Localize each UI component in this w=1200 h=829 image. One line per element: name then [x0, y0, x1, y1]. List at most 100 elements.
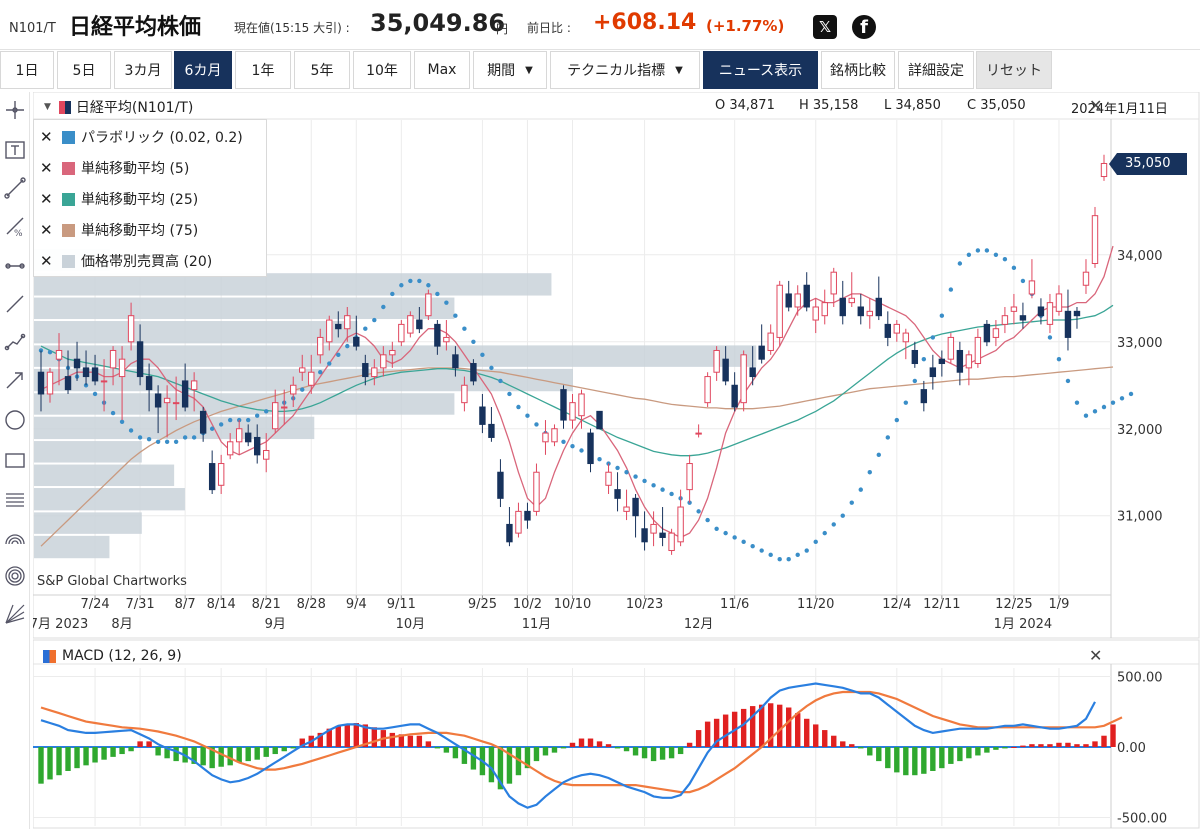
crosshair-icon[interactable]: [3, 98, 27, 122]
period-button-6m[interactable]: 6カ月: [174, 51, 232, 89]
parabolic-dot: [840, 513, 845, 518]
x-tick-label: 11/20: [797, 597, 834, 612]
close-icon[interactable]: ✕: [40, 128, 53, 146]
parabolic-dot: [1011, 265, 1017, 271]
close-icon[interactable]: ✕: [40, 221, 53, 239]
parabolic-dot: [912, 378, 918, 384]
candle-up: [344, 315, 351, 330]
month-label: 10月: [396, 617, 426, 632]
price-panel-title: ▼ 日経平均(N101/T): [44, 97, 193, 117]
parabolic-dot: [759, 548, 764, 553]
macd-histogram-bar-positive: [146, 741, 152, 747]
macd-histogram-bar-negative: [885, 747, 891, 769]
facebook-icon[interactable]: f: [852, 15, 876, 39]
month-label: 8月: [111, 617, 132, 632]
percent-line-icon[interactable]: %: [3, 214, 27, 238]
macd-histogram-bar-negative: [939, 747, 945, 769]
macd-histogram-bar-positive: [425, 741, 432, 747]
parabolic-dot: [948, 287, 954, 292]
text-tool-icon[interactable]: [3, 138, 27, 162]
macd-histogram-bar-negative: [623, 747, 630, 752]
period-button-1y[interactable]: 1年: [235, 51, 291, 89]
close-icon[interactable]: ✕: [40, 159, 53, 177]
close-icon[interactable]: ✕: [40, 252, 53, 270]
parabolic-dot: [624, 470, 629, 475]
rectangle-icon[interactable]: [3, 448, 27, 472]
detail-settings-button[interactable]: 詳細設定: [898, 51, 974, 89]
gann-icon[interactable]: [3, 602, 27, 626]
legend-label: パラボリック (0.02, 0.2): [81, 130, 243, 146]
macd-histogram-bar-positive: [578, 738, 585, 747]
parabolic-dot: [363, 326, 368, 331]
date-readout: 2024年1月11日: [1071, 102, 1168, 117]
parabolic-dot: [1074, 400, 1080, 405]
close-icon[interactable]: ✕: [1089, 96, 1103, 115]
circle-icon[interactable]: [3, 408, 27, 432]
period-button-max[interactable]: Max: [414, 51, 470, 89]
technical-menu[interactable]: テクニカル指標 ▼: [550, 51, 700, 89]
line-tool-icon[interactable]: [3, 176, 27, 200]
candle-down: [758, 345, 765, 360]
parabolic-dot: [894, 417, 900, 423]
period-button-1d[interactable]: 1日: [0, 51, 54, 89]
macd-histogram-bar-negative: [948, 747, 954, 764]
macd-histogram-bar-positive: [326, 728, 332, 747]
candle-down: [434, 323, 441, 347]
macd-histogram-bar-positive: [840, 741, 846, 747]
macd-histogram-bar-positive: [569, 742, 576, 747]
price-unit: 円: [496, 22, 509, 36]
candle-up: [902, 332, 910, 343]
news-toggle-button[interactable]: ニュース表示: [703, 51, 818, 89]
parabolic-dot: [786, 557, 791, 562]
spiral-icon[interactable]: [3, 564, 27, 588]
parabolic-dot: [867, 470, 872, 475]
parabolic-dot: [1092, 409, 1098, 414]
parabolic-dot: [1056, 356, 1062, 362]
period-button-5y[interactable]: 5年: [294, 51, 350, 89]
close-icon[interactable]: ✕: [40, 190, 53, 208]
trend-line-icon[interactable]: [3, 292, 27, 316]
macd-histogram-bar-negative: [38, 747, 44, 784]
period-button-3m[interactable]: 3カ月: [114, 51, 172, 89]
macd-histogram-bar-positive: [398, 734, 405, 747]
arc-icon[interactable]: [3, 526, 27, 550]
candle-down: [181, 380, 189, 408]
macd-histogram-bar-negative: [506, 747, 513, 784]
period-menu[interactable]: 期間 ▼: [473, 51, 547, 89]
period-button-5d[interactable]: 5日: [57, 51, 111, 89]
volume-profile-bar: [34, 512, 142, 534]
candle-up: [947, 336, 955, 360]
reset-button[interactable]: リセット: [976, 51, 1052, 89]
legend-swatch: [62, 223, 75, 237]
macd-histogram-bar-negative: [155, 747, 161, 756]
period-button-10y[interactable]: 10年: [353, 51, 411, 89]
candle-up: [1055, 293, 1063, 312]
compare-button[interactable]: 銘柄比較: [821, 51, 895, 89]
candle-down: [938, 358, 946, 365]
parabolic-dot: [182, 435, 188, 440]
close-icon[interactable]: ✕: [1089, 646, 1103, 665]
channel-icon[interactable]: [3, 330, 27, 354]
macd-y-tick-label: 0.00: [1117, 741, 1146, 756]
collapse-triangle-icon[interactable]: ▼: [44, 102, 51, 112]
candle-up: [118, 358, 126, 378]
volume-profile-bar: [34, 321, 358, 344]
parabolic-dot: [92, 391, 98, 397]
macd-histogram-bar-positive: [713, 718, 720, 747]
macd-histogram-bar-positive: [1029, 744, 1035, 747]
macd-histogram-bar-negative: [47, 747, 53, 780]
candle-up: [812, 306, 819, 321]
parabolic-dot: [471, 339, 476, 344]
parabolic-dot: [1119, 396, 1125, 401]
arrow-line-icon[interactable]: [3, 368, 27, 392]
macd-histogram-bar-negative: [164, 747, 170, 759]
macd-histogram-bar-negative: [894, 747, 900, 773]
macd-histogram-bar-positive: [299, 738, 305, 747]
macd-histogram-bar-negative: [191, 747, 197, 764]
parabolic-dot: [453, 313, 458, 318]
change-label: 前日比 :: [527, 21, 571, 35]
horizontal-segment-icon[interactable]: [3, 254, 27, 278]
parabolic-dot: [444, 300, 449, 305]
fibonacci-icon[interactable]: [3, 488, 27, 512]
x-icon[interactable]: 𝕏: [813, 15, 837, 39]
